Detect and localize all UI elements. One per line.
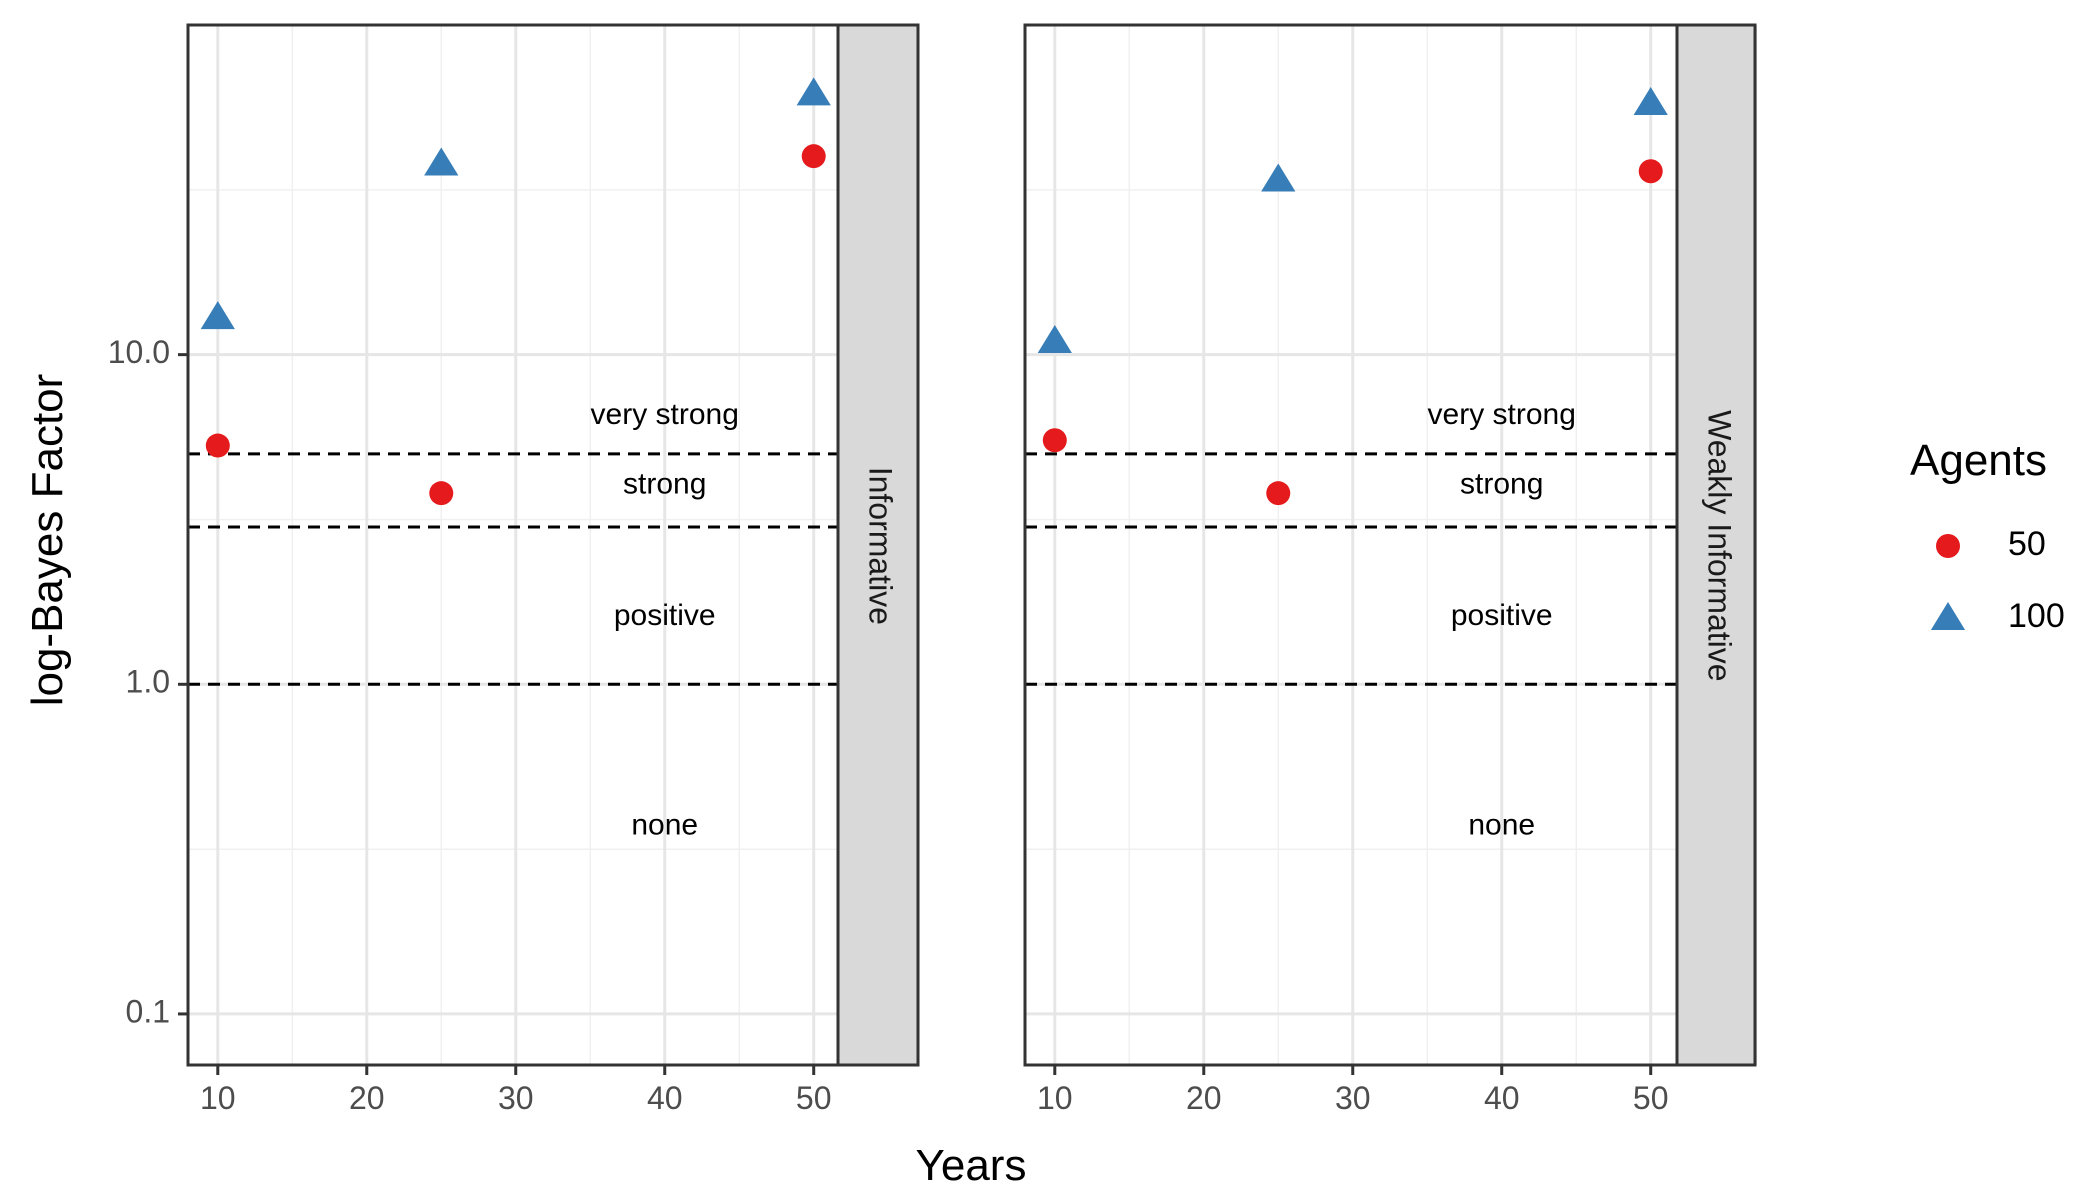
data-point-agents-100 [796,77,831,106]
band-label: very strong [591,398,739,431]
panels: very strong strong positive none Informative… [186,23,1757,1116]
legend-key-agents-50 [1936,534,1960,558]
legend-label-agents-100: 100 [2008,597,2065,635]
y-tick-label: 1.0 [126,664,170,700]
data-point-agents-50 [801,144,826,169]
data-point-agents-100 [1261,163,1296,192]
data-point-agents-50 [1638,159,1663,184]
band-label: positive [614,599,716,632]
panel-border [1023,23,1757,1067]
data-point-agents-50 [205,433,230,458]
facet-strip-label: Informative [863,467,899,625]
band-label: strong [623,468,706,501]
band-label: none [631,809,698,842]
data-point-agents-100 [200,301,235,330]
x-axis-title: Years [916,1141,1027,1190]
legend-key-agents-100 [1930,602,1966,630]
x-tick-label: 40 [1484,1080,1520,1116]
band-label: very strong [1428,398,1576,431]
data-point-agents-100 [424,147,459,176]
panel-1: very strong strong positive none Informative… [186,23,920,1116]
x-tick-label: 50 [796,1080,832,1116]
y-axis-title: log-Bayes Factor [23,374,72,707]
x-tick-label: 30 [1335,1080,1371,1116]
plot-background [188,25,918,1065]
data-point-agents-100 [1037,325,1072,354]
data-point-agents-100 [1633,86,1668,115]
facet-strip [838,25,918,1065]
panel-2: very strong strong positive none Weakly Info… [1023,23,1757,1116]
facet-strip-label: Weakly Informative [1702,410,1738,682]
y-axis: 0.1 1.0 10.0 [108,334,188,1029]
band-label: positive [1451,599,1553,632]
panel-border [186,23,920,1067]
legend: Agents 50 100 [1910,436,2065,635]
x-tick-label: 50 [1633,1080,1669,1116]
y-tick-label: 0.1 [126,993,170,1029]
x-tick-label: 20 [349,1080,385,1116]
x-tick-label: 10 [200,1080,236,1116]
x-tick-label: 30 [498,1080,534,1116]
facet-strip [1677,25,1757,1065]
x-tick-label: 20 [1186,1080,1222,1116]
data-point-agents-50 [1266,481,1291,506]
y-tick-label: 10.0 [108,334,170,370]
band-label: strong [1460,468,1543,501]
data-point-agents-50 [1042,428,1067,453]
data-point-agents-50 [429,481,454,506]
plot-background [1025,25,1755,1065]
x-tick-label: 10 [1037,1080,1073,1116]
x-tick-label: 40 [647,1080,683,1116]
band-label: none [1468,809,1535,842]
legend-title: Agents [1910,436,2047,485]
legend-label-agents-50: 50 [2008,525,2046,563]
